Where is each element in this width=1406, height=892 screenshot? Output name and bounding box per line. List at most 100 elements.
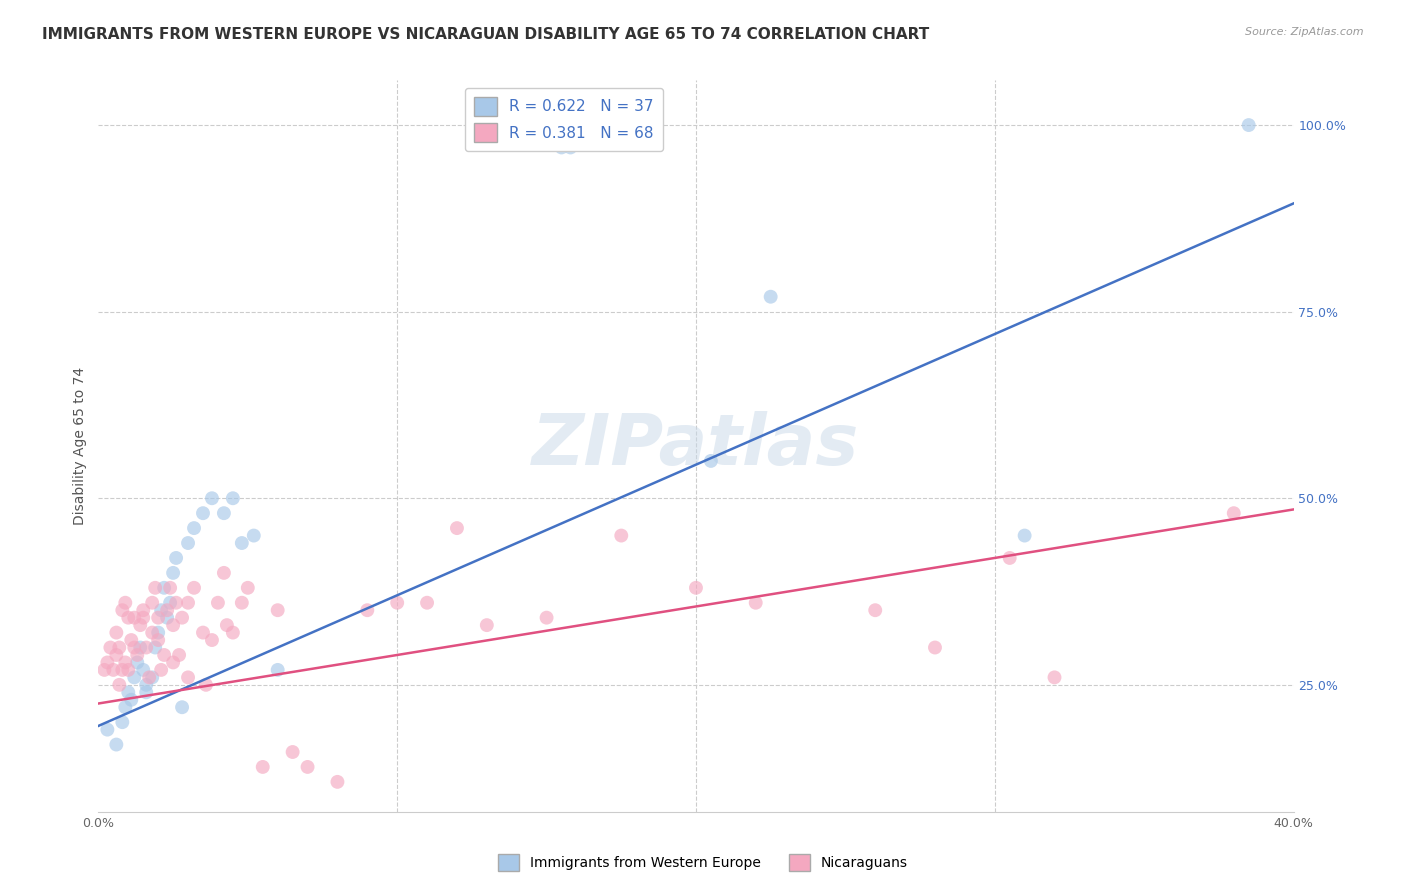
Point (117, 685, 139, 699)
Point (172, 610, 194, 624)
Point (191, 625, 214, 640)
Text: ZIPatlas: ZIPatlas (533, 411, 859, 481)
Point (150, 603, 173, 617)
Point (172, 700, 194, 714)
Point (191, 506, 214, 520)
Point (108, 640, 131, 655)
Point (159, 596, 181, 610)
Point (111, 663, 134, 677)
Point (132, 603, 155, 617)
Point (297, 760, 319, 774)
Point (156, 603, 179, 617)
Point (105, 625, 128, 640)
Point (177, 596, 200, 610)
Point (165, 596, 187, 610)
Point (231, 536, 253, 550)
Point (183, 521, 205, 535)
Point (124, 610, 146, 624)
Point (148, 610, 170, 624)
Point (127, 656, 149, 670)
Point (127, 648, 149, 662)
Point (236, 581, 259, 595)
Point (135, 678, 157, 692)
Text: Source: ZipAtlas.com: Source: ZipAtlas.com (1246, 27, 1364, 37)
Point (267, 663, 290, 677)
Point (141, 625, 163, 640)
Point (243, 528, 266, 542)
Point (281, 745, 304, 759)
Point (135, 685, 157, 699)
Point (105, 648, 128, 662)
Point (129, 618, 152, 632)
Point (1043, 670, 1066, 684)
Point (165, 551, 187, 566)
Point (105, 738, 128, 752)
Point (96, 656, 118, 670)
Point (685, 581, 707, 595)
Point (153, 648, 176, 662)
Point (132, 610, 155, 624)
Point (207, 596, 229, 610)
Point (759, 290, 782, 304)
Point (356, 603, 378, 617)
Point (416, 596, 439, 610)
Point (114, 656, 136, 670)
Point (267, 603, 290, 617)
Point (865, 603, 887, 617)
Legend: Immigrants from Western Europe, Nicaraguans: Immigrants from Western Europe, Nicaragu… (492, 848, 914, 876)
Text: IMMIGRANTS FROM WESTERN EUROPE VS NICARAGUAN DISABILITY AGE 65 TO 74 CORRELATION: IMMIGRANTS FROM WESTERN EUROPE VS NICARA… (42, 27, 929, 42)
Point (1014, 528, 1036, 542)
Point (162, 656, 184, 670)
Point (129, 640, 152, 655)
Point (1223, 506, 1246, 520)
Point (201, 491, 224, 506)
Point (252, 760, 274, 774)
Point (114, 700, 136, 714)
Point (150, 663, 173, 677)
Point (475, 618, 498, 632)
Point (124, 670, 146, 684)
Point (212, 566, 235, 580)
Point (177, 670, 200, 684)
Legend: R = 0.622   N = 37, R = 0.381   N = 68: R = 0.622 N = 37, R = 0.381 N = 68 (464, 88, 662, 151)
Point (215, 618, 238, 632)
Point (156, 610, 179, 624)
Point (222, 491, 245, 506)
Point (231, 596, 253, 610)
Point (141, 670, 163, 684)
Point (120, 692, 142, 706)
Point (148, 633, 170, 648)
Point (117, 610, 139, 624)
Point (108, 678, 131, 692)
Point (120, 633, 142, 648)
Point (148, 625, 170, 640)
Point (153, 581, 176, 595)
Point (1237, 118, 1260, 132)
Point (96, 723, 118, 737)
Point (745, 596, 768, 610)
Point (111, 603, 134, 617)
Point (177, 536, 200, 550)
Point (103, 663, 125, 677)
Point (560, 140, 582, 154)
Point (326, 775, 349, 789)
Point (93, 663, 115, 677)
Point (124, 640, 146, 655)
Point (550, 140, 572, 154)
Point (114, 596, 136, 610)
Point (141, 596, 163, 610)
Point (111, 715, 134, 730)
Point (222, 625, 245, 640)
Point (610, 528, 633, 542)
Point (446, 521, 468, 535)
Point (117, 663, 139, 677)
Point (195, 678, 218, 692)
Point (924, 640, 946, 655)
Point (143, 581, 166, 595)
Point (132, 663, 155, 677)
Point (159, 581, 181, 595)
Y-axis label: Disability Age 65 to 74: Disability Age 65 to 74 (73, 367, 87, 525)
Point (135, 640, 157, 655)
Point (162, 618, 184, 632)
Point (143, 640, 166, 655)
